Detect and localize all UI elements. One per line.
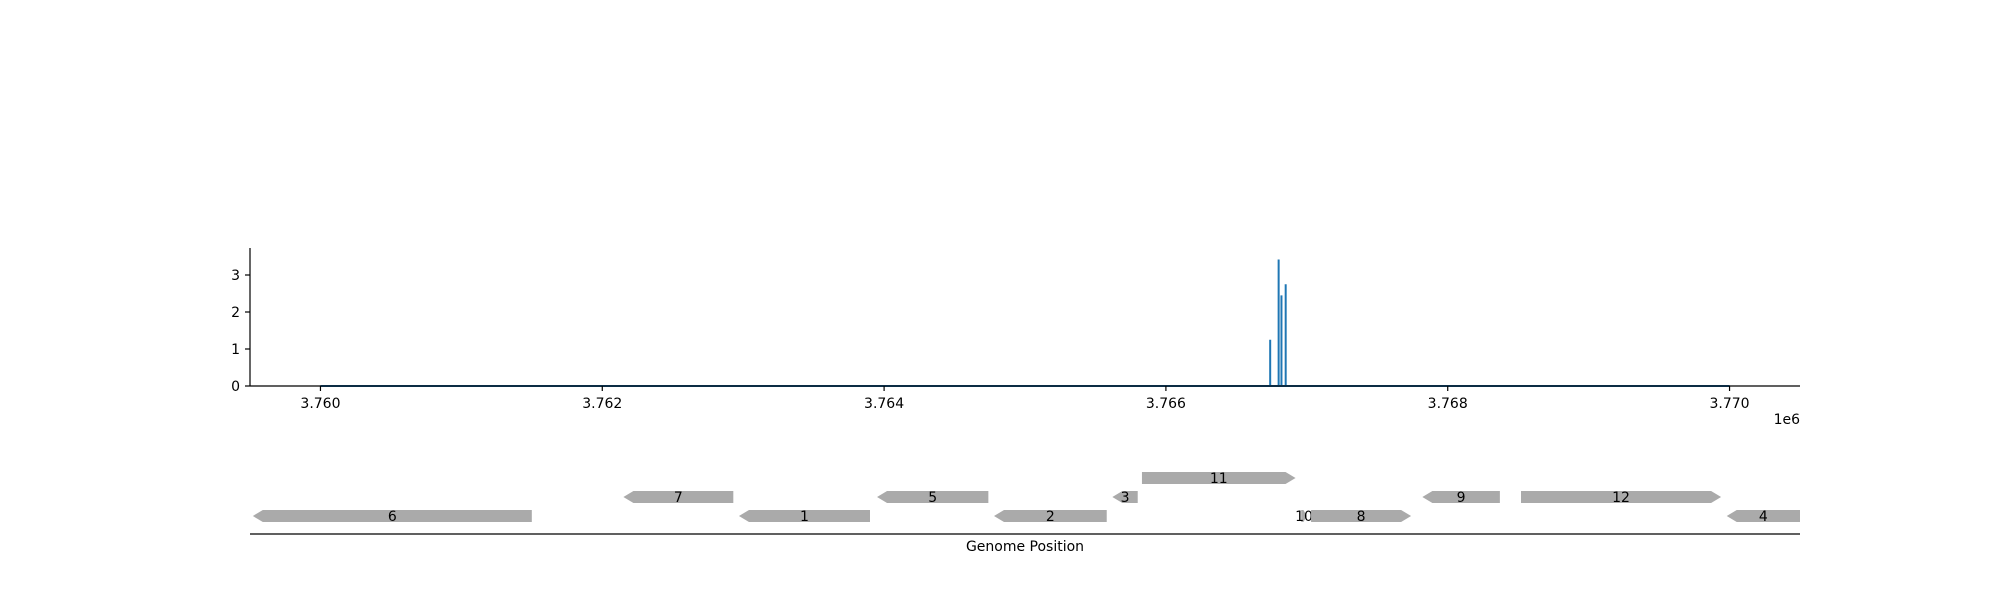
gene-track-xlabel: Genome Position xyxy=(966,539,1084,555)
y-tick-label: 2 xyxy=(231,305,240,321)
gene-track: 6 7 1 5 2 3 11 10 8 9 12 4 Genome Position xyxy=(250,471,1800,555)
gene-arrow xyxy=(877,491,989,503)
gene-arrow xyxy=(623,491,734,503)
gene-label: 1 xyxy=(800,509,809,525)
gene-arrow xyxy=(738,510,870,522)
gene-arrow xyxy=(1311,510,1412,522)
gene-arrow xyxy=(1141,472,1296,484)
gene-label: 5 xyxy=(928,490,937,506)
gene-label: 11 xyxy=(1210,471,1228,487)
gene-label: 7 xyxy=(674,490,683,506)
gene-label: 4 xyxy=(1759,509,1768,525)
y-axis-ticks: 0 1 2 3 xyxy=(231,268,250,395)
y-tick-label: 1 xyxy=(231,342,240,358)
gene-features: 6 7 1 5 2 3 11 10 8 9 12 4 xyxy=(252,471,1800,525)
gene-label: 3 xyxy=(1121,490,1130,506)
x-tick-label: 3.762 xyxy=(582,396,622,412)
gene-arrow xyxy=(1521,491,1722,503)
gene-arrow xyxy=(1726,510,1800,522)
gene-arrow xyxy=(252,510,532,522)
gene-label: 2 xyxy=(1046,509,1055,525)
y-tick-label: 0 xyxy=(231,379,240,395)
gene-label: 12 xyxy=(1612,490,1630,506)
x-tick-label: 3.766 xyxy=(1146,396,1186,412)
signal-peaks xyxy=(1269,259,1287,386)
y-tick-label: 3 xyxy=(231,268,240,284)
gene-label: 9 xyxy=(1457,490,1466,506)
x-tick-label: 3.760 xyxy=(300,396,340,412)
signal-plot: 0 1 2 3 3.760 3.762 3.764 3.766 3.768 3.770 1e6 xyxy=(231,248,1800,428)
x-tick-label: 3.770 xyxy=(1709,396,1749,412)
x-axis-ticks: 3.760 3.762 3.764 3.766 3.768 3.770 xyxy=(300,386,1750,412)
gene-arrow xyxy=(994,510,1107,522)
gene-arrow xyxy=(1112,491,1138,503)
x-tick-label: 3.768 xyxy=(1428,396,1468,412)
gene-label: 10 xyxy=(1295,509,1313,525)
x-tick-label: 3.764 xyxy=(864,396,904,412)
gene-label: 6 xyxy=(388,509,397,525)
gene-arrow xyxy=(1422,491,1500,503)
gene-arrow xyxy=(1301,510,1307,522)
gene-label: 8 xyxy=(1357,509,1366,525)
x-axis-offset-label: 1e6 xyxy=(1774,412,1801,428)
